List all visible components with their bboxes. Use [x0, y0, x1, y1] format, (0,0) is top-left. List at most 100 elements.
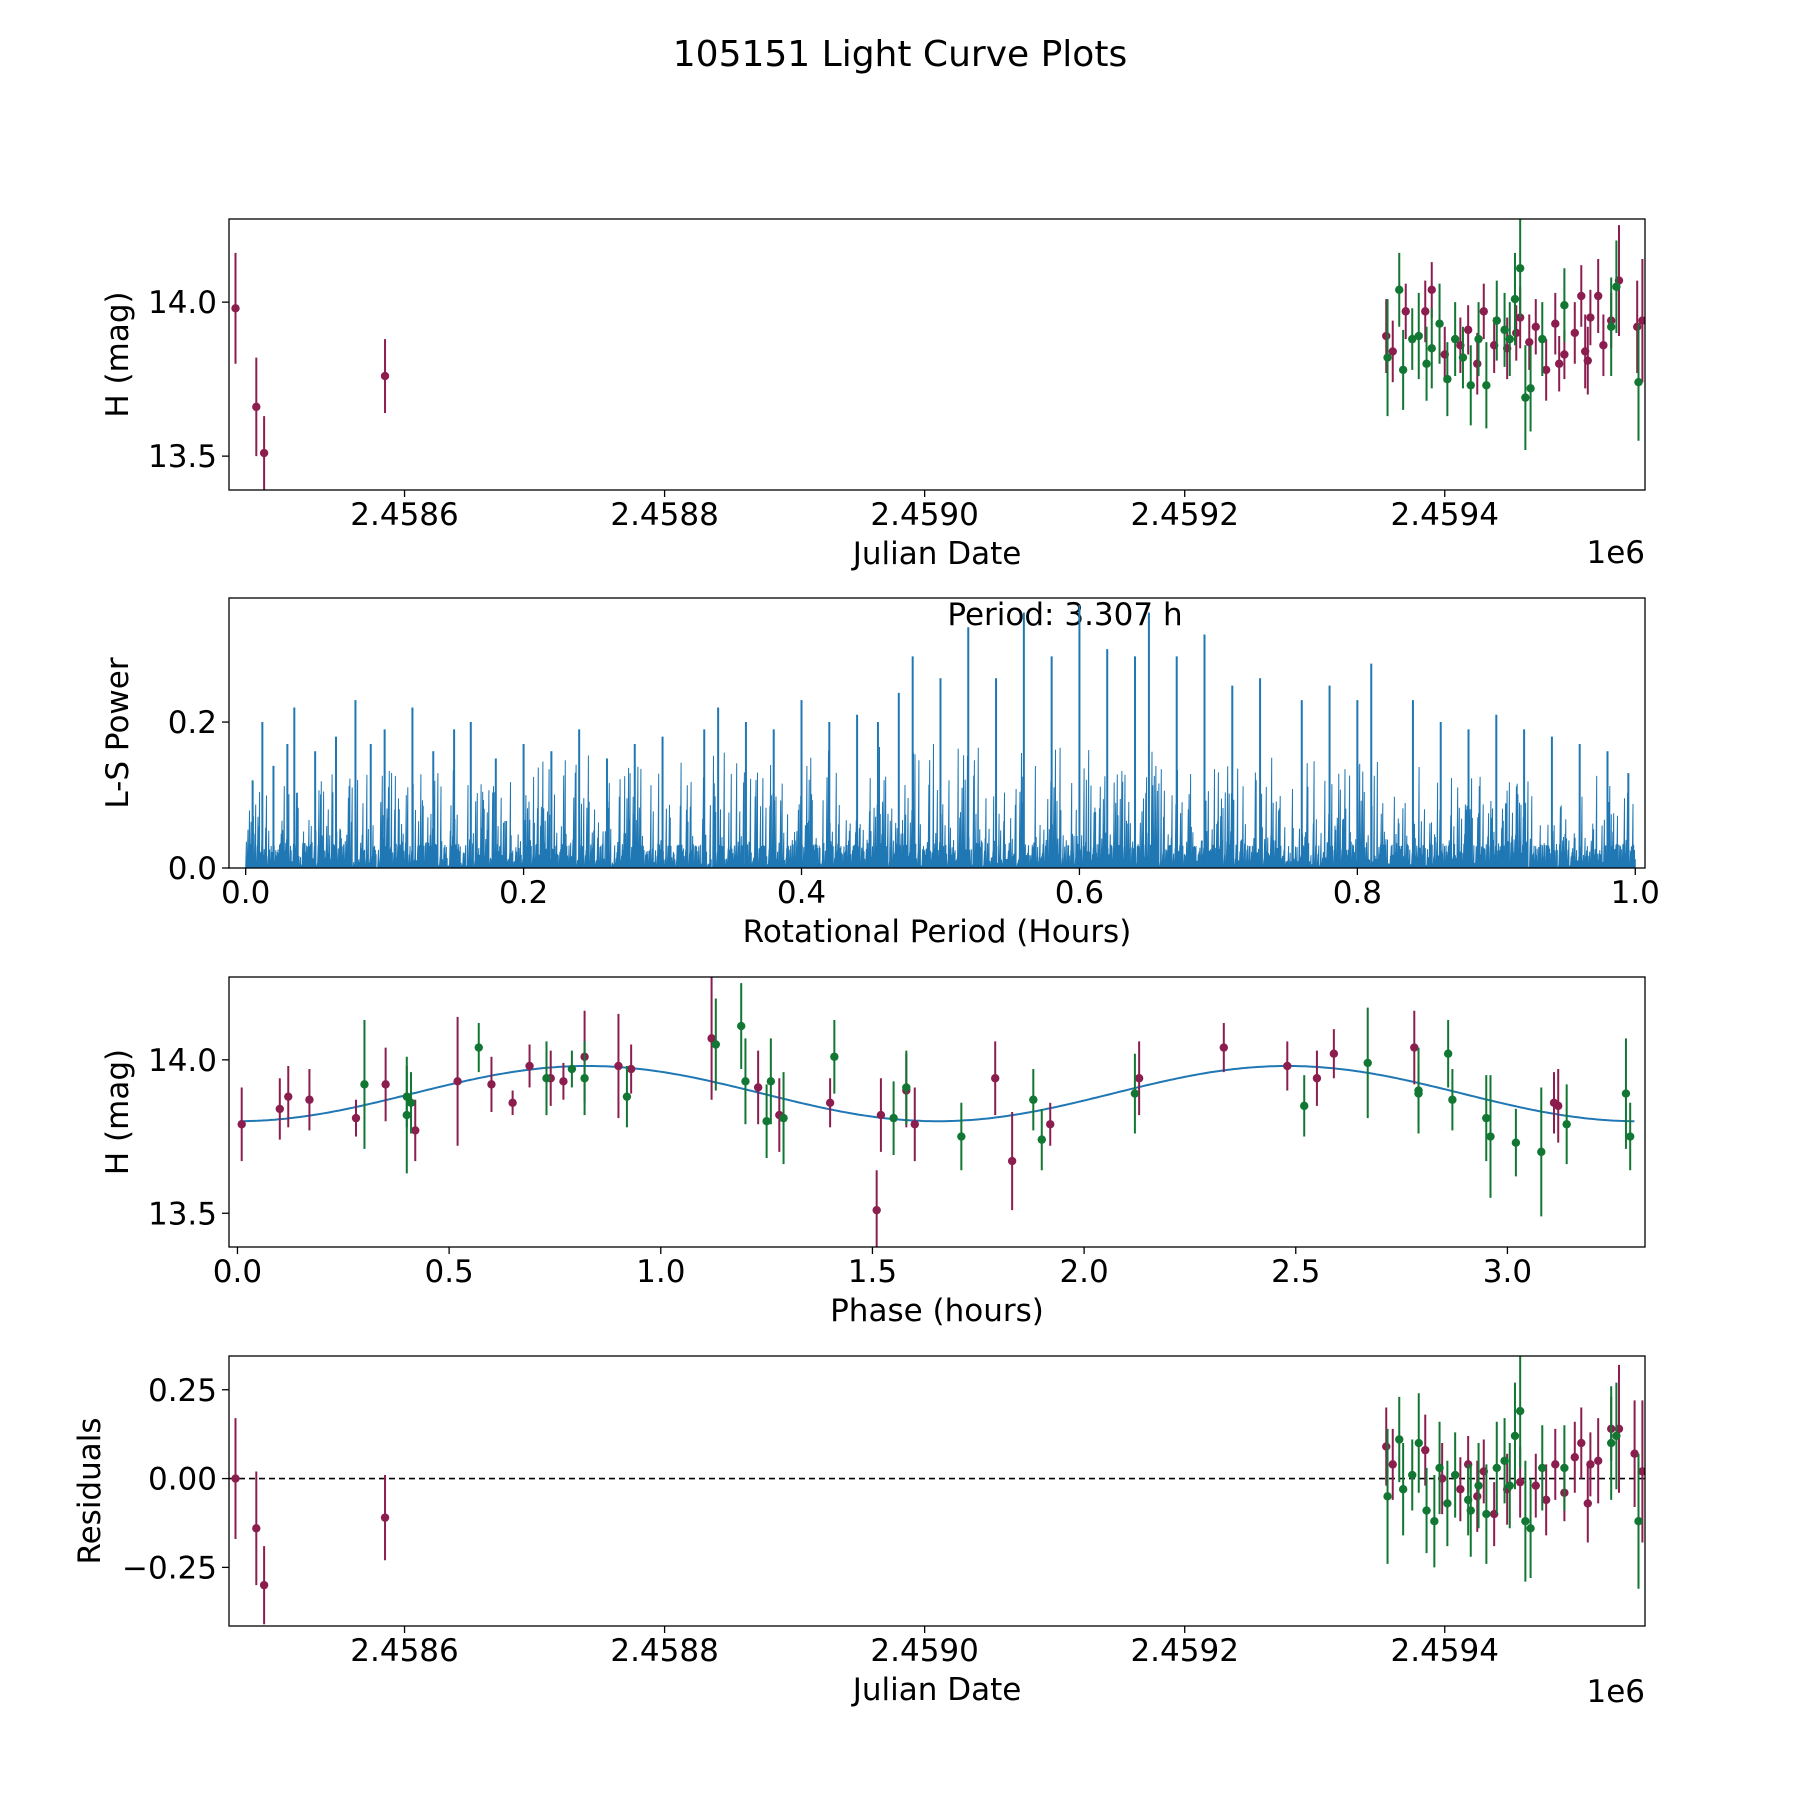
- phased-red-point-16: [707, 1034, 716, 1043]
- phased-green-point-10: [737, 1021, 746, 1031]
- phased-green-point-21: [1130, 1089, 1140, 1098]
- phased-green-point-17: [902, 1083, 911, 1092]
- residuals-green-point-6: [1430, 1516, 1439, 1526]
- lightcurve-red-point-3: [380, 371, 390, 381]
- lightcurve-green-point-7: [1435, 319, 1444, 328]
- phased-green-point-14: [779, 1113, 788, 1123]
- lightcurve-green-point-22: [1560, 301, 1569, 310]
- lightcurve-red-point-23: [1560, 350, 1569, 359]
- phased-red-point-15: [626, 1064, 636, 1074]
- phased-ytick-label-0: 13.5: [148, 1196, 217, 1232]
- residuals-green-point-2: [1398, 1485, 1408, 1494]
- lightcurve-red-point-28: [1586, 313, 1595, 322]
- phased-red-point-19: [825, 1098, 835, 1107]
- periodogram-annotation: Period: 3.307 h: [947, 597, 1182, 633]
- phased-xtick-label-3: 1.5: [848, 1254, 897, 1290]
- lightcurve-green-point-20: [1526, 384, 1535, 393]
- phased-red-point-29: [1283, 1061, 1292, 1071]
- lightcurve-red-point-12: [1473, 359, 1482, 368]
- residuals-green-point-20: [1526, 1524, 1535, 1533]
- residuals-green-point-23: [1606, 1438, 1616, 1448]
- residuals-green-point-21: [1538, 1463, 1547, 1473]
- lightcurve-red-point-29: [1593, 291, 1603, 301]
- residuals-green-point-3: [1408, 1470, 1417, 1480]
- lightcurve-ytick-label-1: 14.0: [148, 285, 217, 321]
- phased-red-point-25: [1007, 1156, 1017, 1166]
- residuals-frame: [228, 1355, 1646, 1627]
- lightcurve-green-point-14: [1492, 316, 1501, 325]
- periodogram-xtick-label-2: 0.4: [777, 875, 826, 911]
- lightcurve-red-point-2: [259, 448, 269, 458]
- residuals-ylabel: Residuals: [72, 1417, 108, 1564]
- phased-green-point-13: [766, 1077, 776, 1086]
- residuals-red-point-23: [1593, 1456, 1603, 1466]
- phased-green-point-7: [580, 1074, 589, 1083]
- residuals-red-point-19: [1570, 1453, 1579, 1462]
- phased-green-point-34: [1625, 1132, 1635, 1141]
- residuals-green-point-9: [1450, 1470, 1460, 1480]
- phased-green-point-20: [1037, 1135, 1046, 1144]
- residuals-green-point-18: [1515, 1406, 1525, 1416]
- lightcurve-red-point-30: [1599, 341, 1608, 350]
- residuals-ytick-label-1: 0.00: [148, 1462, 217, 1498]
- phased-frame: [228, 976, 1646, 1248]
- lightcurve-green-point-8: [1443, 374, 1452, 384]
- phased-red-point-23: [910, 1120, 919, 1129]
- phased-xtick-label-6: 3.0: [1483, 1254, 1532, 1290]
- phased-green-point-31: [1537, 1147, 1546, 1157]
- phased-red-point-30: [1312, 1074, 1322, 1083]
- periodogram-frame: [228, 597, 1646, 869]
- lightcurve-red-point-13: [1479, 307, 1488, 316]
- residuals-red-point-20: [1577, 1438, 1586, 1448]
- phased-green-point-0: [360, 1080, 369, 1089]
- phased-red-point-12: [559, 1077, 568, 1086]
- phased-green-point-27: [1448, 1095, 1457, 1104]
- periodogram-xtick-label-1: 0.2: [499, 875, 548, 911]
- residuals-red-point-16: [1541, 1495, 1551, 1505]
- phased-green-point-18: [957, 1132, 966, 1141]
- residuals-green-point-24: [1612, 1431, 1621, 1441]
- phased-xtick-label-0: 0.0: [213, 1254, 262, 1290]
- residuals-xtick-label-2: 2.4590: [870, 1633, 978, 1669]
- lightcurve-red-point-6: [1401, 307, 1410, 316]
- phased-red-point-34: [1554, 1101, 1563, 1111]
- phased-red-point-17: [753, 1083, 763, 1092]
- lightcurve-red-point-7: [1421, 307, 1430, 316]
- lightcurve-green-point-18: [1515, 264, 1525, 273]
- residuals-red-point-6: [1421, 1445, 1430, 1455]
- phased-green-point-3: [406, 1098, 416, 1107]
- periodogram-xtick-label-0: 0.0: [221, 875, 270, 911]
- phased-red-point-9: [508, 1098, 517, 1107]
- phased-xlabel: Phase (hours): [830, 1293, 1044, 1329]
- phased-green-point-6: [567, 1064, 577, 1074]
- residuals-green-point-16: [1505, 1481, 1514, 1490]
- residuals-green-point-22: [1560, 1463, 1569, 1473]
- lightcurve-green-point-6: [1427, 344, 1436, 353]
- lightcurve-panel: 1e6 2.4586 2.4588 2.4590 2.4592 2.4594 13.5 14…: [100, 218, 1646, 572]
- phased-red-point-31: [1329, 1049, 1339, 1058]
- phased-green-point-12: [762, 1117, 771, 1126]
- lightcurve-xtick-label-2: 2.4590: [870, 497, 978, 533]
- phased-green-point-33: [1621, 1089, 1631, 1098]
- phased-green-point-30: [1511, 1138, 1521, 1147]
- residuals-red-point-26: [1630, 1449, 1639, 1458]
- residuals-red-point-15: [1531, 1481, 1540, 1490]
- lightcurve-xlabel: Julian Date: [851, 536, 1022, 572]
- phased-green-point-32: [1562, 1120, 1571, 1129]
- periodogram-xlabel: Rotational Period (Hours): [743, 914, 1132, 950]
- residuals-xtick-label-0: 2.4586: [350, 1633, 458, 1669]
- phased-red-point-5: [381, 1080, 390, 1089]
- phased-green-point-16: [889, 1113, 898, 1123]
- residuals-green-point-4: [1414, 1438, 1423, 1448]
- phased-green-point-26: [1443, 1049, 1453, 1058]
- phased-red-point-24: [991, 1074, 1000, 1083]
- phased-xtick-label-4: 2.0: [1059, 1254, 1108, 1290]
- phased-green-point-28: [1482, 1113, 1491, 1123]
- phased-green-point-25: [1414, 1089, 1423, 1098]
- residuals-green-point-8: [1443, 1499, 1452, 1508]
- phased-green-point-23: [1363, 1058, 1372, 1068]
- phased-green-point-9: [711, 1040, 721, 1049]
- residuals-ytick-label-2: −0.25: [122, 1550, 217, 1586]
- phased-green-point-11: [741, 1077, 750, 1086]
